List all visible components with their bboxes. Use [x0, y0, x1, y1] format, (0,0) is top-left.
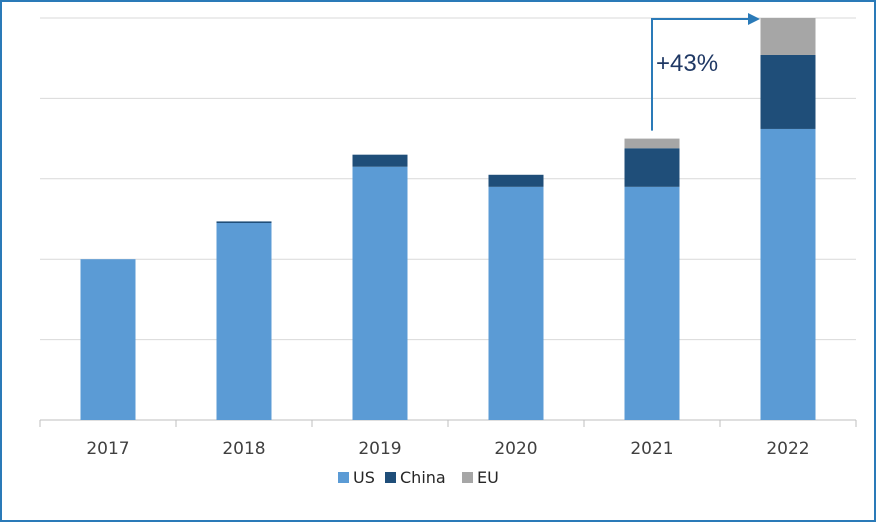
- growth-arrow-line: [651, 18, 748, 131]
- x-tick-label-2020: 2020: [494, 439, 537, 459]
- legend-swatch-us: [338, 472, 349, 483]
- growth-annotation-label: +43%: [656, 50, 718, 77]
- bar-eu-2022: [760, 18, 816, 55]
- x-tick-label-2019: 2019: [358, 439, 401, 459]
- x-tick-label-2021: 2021: [630, 439, 673, 459]
- bar-china-2020: [488, 174, 544, 187]
- x-tick-label-2018: 2018: [222, 439, 265, 459]
- bar-us-2022: [760, 128, 816, 420]
- bar-us-2018: [216, 223, 272, 420]
- legend-label-china: China: [400, 468, 446, 487]
- bar-china-2019: [352, 154, 408, 167]
- growth-arrow-head: [748, 13, 760, 25]
- bar-us-2019: [352, 166, 408, 420]
- bar-china-2018: [216, 221, 272, 224]
- legend-swatch-china: [385, 472, 396, 483]
- bar-eu-2021: [624, 138, 680, 149]
- bar-us-2020: [488, 186, 544, 420]
- x-tick-label-2017: 2017: [86, 439, 129, 459]
- x-tick-label-2022: 2022: [766, 439, 809, 459]
- bar-china-2022: [760, 54, 816, 129]
- bar-us-2017: [80, 259, 136, 420]
- legend-swatch-eu: [462, 472, 473, 483]
- bar-china-2021: [624, 148, 680, 187]
- legend-label-eu: EU: [477, 468, 499, 487]
- bar-us-2021: [624, 186, 680, 420]
- legend-label-us: US: [353, 468, 375, 487]
